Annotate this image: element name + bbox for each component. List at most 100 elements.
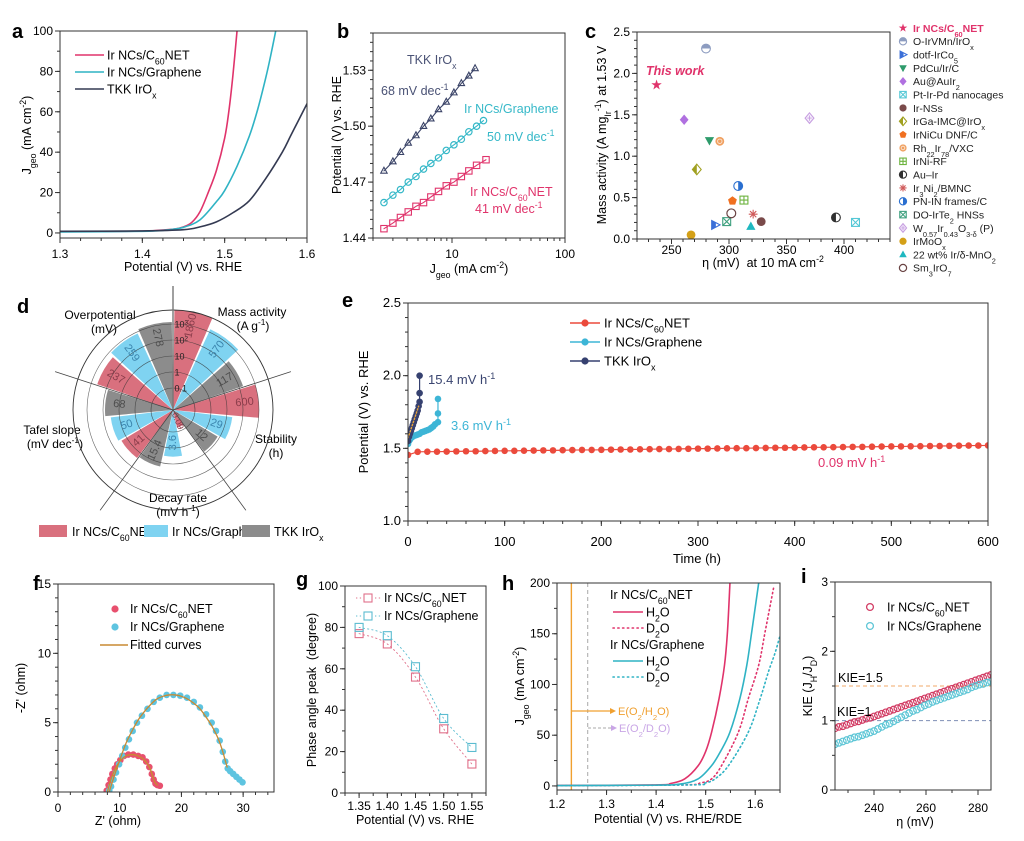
polar-radial-tick-label: 1 [175,368,180,378]
data-point [726,208,737,219]
legend-label: W0.57Ir0.43O3-δ (P) [913,223,994,239]
panel-f-x-axis-label: Z' (ohm) [95,814,141,828]
panel-a-y-axis-label: Jgeo (mA cm-2) [18,96,38,175]
marker-shape [862,729,871,738]
data-point [870,727,878,735]
series-pdcu-ir-c [704,137,715,146]
marker-shape [472,122,481,130]
marker-shape [899,184,907,192]
data-point [520,447,528,454]
legend-symbol [899,65,907,73]
data-point [897,443,905,450]
data-point [936,695,945,704]
marker-shape [874,725,882,733]
data-point [380,224,388,233]
data-point [955,442,963,450]
legend-label: Ir NCs/Graphene [887,620,982,634]
x-tick-label: 10 [113,801,127,815]
data-point [913,697,921,706]
data-point [984,442,988,449]
series-rh22ir78-vxc [715,136,725,146]
x-tick-label: 1.55 [460,799,484,813]
data-point [791,444,798,451]
legend-item: IrNi-RF [899,156,947,168]
data-point [472,161,481,170]
data-point [746,221,756,230]
marker-half-fill [831,213,836,222]
y-tick-label: 0 [44,785,51,799]
marker-shape [627,446,634,453]
data-point [963,685,972,694]
data-point [434,187,443,196]
data-point [472,447,479,455]
data-point [835,738,843,747]
y-tick-label: 80 [40,64,54,78]
data-point [801,444,808,451]
marker-shape [726,208,737,219]
marker-shape [467,759,477,769]
data-point [971,676,980,685]
panel-b-x-axis-label: Jgeo (mA cm-2) [430,260,509,280]
panel-f-legend: Ir NCs/C60NET Ir NCs/Graphene Fitted cur… [100,602,225,652]
series-line [383,67,476,172]
legend-item: Fitted curves [100,638,202,652]
marker-shape [916,695,925,704]
y-tick-label: 2 [821,644,828,658]
marker-shape [944,692,952,701]
y-tick-label: 60 [40,105,54,119]
plot-area [408,372,988,459]
data-point [419,165,428,173]
data-point [955,688,964,697]
legend-item: IrNiCu DNF/C [899,129,978,141]
marker-shape [899,250,907,258]
category-unit-stability: (h) [269,446,284,460]
panel-i-letter: i [801,566,807,588]
marker-half-fill [899,37,907,42]
data-point [916,703,925,712]
data-point [433,448,441,455]
marker-shape [416,389,423,397]
data-point [416,398,423,406]
marker-shape [196,704,204,711]
series-sm3iro7 [726,208,737,219]
x-tick-label: 1.40 [376,799,400,813]
data-point [965,442,972,449]
polar-bar-overpotential-ir-ncs-graphene [111,333,173,410]
data-point [389,219,397,227]
panel-c: 250 300 350 400 0.0 0.5 1.0 1.5 2.0 2.5 c η (mV) … [585,21,1003,278]
legend-label: Au@AuIr2 [913,76,960,92]
marker-shape [410,672,421,682]
legend-item: Ir NCs/Graphene [356,609,479,623]
legend-symbol [899,237,907,245]
legend-label: D2O [646,622,670,640]
plot-frame [57,583,275,793]
x-tick-label: 1.6 [747,797,764,811]
legend-label: IrNiCu DNF/C [913,129,978,141]
x-tick-label: 1.3 [52,247,69,261]
data-point [781,444,789,452]
marker-shape [984,442,988,449]
marker-shape [442,182,451,190]
plot-frame [344,585,487,794]
marker-shape [877,709,886,718]
marker-shape [412,202,420,211]
legend-label: Ir NCs/Graphene [130,620,225,634]
marker-shape [419,198,428,207]
y-tick-label: 20 [40,186,54,200]
legend-item: Au–Ir [898,169,939,181]
marker-shape [801,444,808,451]
panel-i: 240 260 280 0 1 2 3 i η (mV) KIE (JH/JD) Ir NC… [801,566,992,829]
plot-area [354,622,477,769]
series-do-irte2-hnss [722,217,732,227]
legend-swatch [242,525,270,537]
data-point [427,159,435,168]
legend-item: D2O [612,671,670,689]
data-point [858,716,867,724]
polar-bar-decay-rate-ir-ncs-c60net [173,410,184,428]
data-point [967,683,976,692]
marker-shape [404,138,413,146]
marker-shape [424,448,431,455]
legend-label: IrGa-IMC@IrOx [913,116,985,132]
data-point [419,121,428,129]
marker-shape [881,708,890,717]
